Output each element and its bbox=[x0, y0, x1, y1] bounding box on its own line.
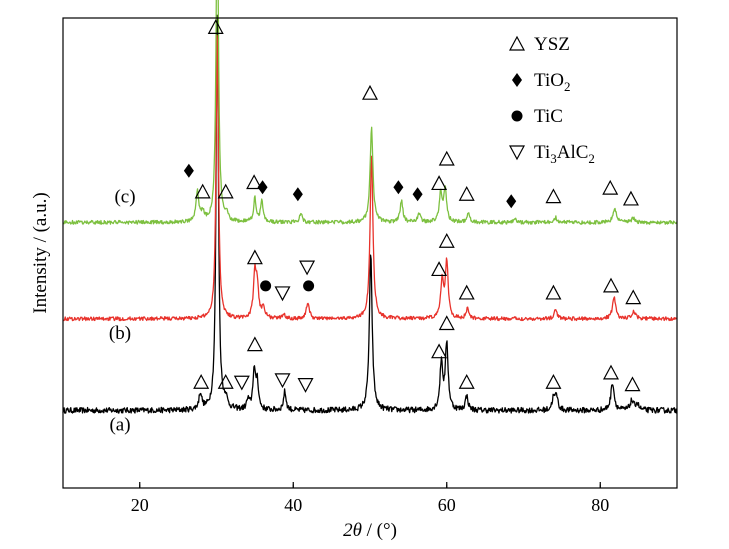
legend-entry: TiC bbox=[511, 106, 563, 127]
legend-ysz-marker bbox=[508, 35, 526, 51]
x-tick-label: 20 bbox=[131, 495, 149, 515]
legend-entry: Ti3AlC2 bbox=[508, 142, 595, 166]
peak-ysz-marker bbox=[545, 284, 562, 300]
peak-ysz-marker bbox=[458, 284, 475, 300]
peak-ysz-marker bbox=[361, 84, 379, 100]
plot-frame bbox=[62, 17, 678, 489]
peak-ti3alc2-marker bbox=[274, 286, 291, 302]
peak-ti3alc2-marker bbox=[299, 260, 316, 276]
legend-label: YSZ bbox=[534, 34, 570, 55]
legend-text: Ti bbox=[534, 142, 550, 163]
x-axis-var: 2θ bbox=[343, 520, 362, 541]
peak-tio2-marker bbox=[183, 163, 194, 178]
peak-tio2-marker bbox=[412, 187, 423, 202]
series-c-label: (c) bbox=[114, 187, 135, 208]
peak-ysz-marker bbox=[602, 277, 619, 293]
x-tick-label: 40 bbox=[284, 495, 302, 515]
peak-ysz-marker bbox=[246, 249, 263, 265]
peak-ysz-marker bbox=[602, 179, 619, 195]
peak-ysz-marker bbox=[458, 185, 475, 201]
legend-tic-marker bbox=[511, 110, 523, 122]
peak-ysz-marker bbox=[194, 183, 211, 199]
series-b-line bbox=[62, 34, 678, 322]
series-c-line bbox=[62, 0, 678, 225]
peak-ysz-marker bbox=[602, 364, 619, 380]
legend-entry: TiO2 bbox=[512, 70, 570, 94]
x-axis-unit: / (°) bbox=[362, 520, 397, 541]
legend-subscript: 2 bbox=[588, 151, 595, 166]
series-a-label: (a) bbox=[109, 415, 130, 436]
peak-ysz-marker bbox=[438, 232, 455, 248]
peak-ti3alc2-marker bbox=[233, 375, 250, 391]
peak-ysz-marker bbox=[545, 188, 562, 204]
legend-text: TiO bbox=[534, 70, 564, 91]
phase-markers bbox=[183, 19, 642, 393]
series-labels: (a) (b) (c) bbox=[109, 187, 136, 436]
legend-label: TiO2 bbox=[534, 70, 570, 94]
peak-ti3alc2-marker bbox=[274, 373, 291, 389]
peak-ysz-marker bbox=[438, 150, 455, 166]
peak-tic-marker bbox=[303, 280, 315, 292]
peak-ysz-marker bbox=[622, 190, 639, 206]
legend-tio2-marker bbox=[512, 73, 522, 87]
legend-label: TiC bbox=[534, 106, 563, 127]
legend-label: Ti3AlC2 bbox=[534, 142, 595, 166]
series-b-label: (b) bbox=[109, 323, 131, 344]
peak-ysz-marker bbox=[438, 315, 455, 331]
peak-ysz-marker bbox=[193, 373, 210, 389]
x-tick-label: 80 bbox=[591, 495, 609, 515]
peak-ysz-marker bbox=[217, 373, 234, 389]
legend-text: AlC bbox=[557, 142, 589, 163]
series-a-line bbox=[62, 14, 678, 414]
x-tick-label: 60 bbox=[438, 495, 456, 515]
peak-ysz-marker bbox=[625, 289, 642, 305]
legend-subscript: 2 bbox=[564, 79, 571, 94]
peak-ysz-marker bbox=[545, 373, 562, 389]
peak-ysz-marker bbox=[431, 261, 448, 277]
peak-ysz-marker bbox=[246, 336, 263, 352]
peak-ysz-marker bbox=[207, 19, 224, 34]
peak-ysz-marker bbox=[431, 343, 448, 359]
peak-ti3alc2-marker bbox=[297, 378, 314, 393]
legend-subscript: 3 bbox=[550, 151, 557, 166]
legend-entry: YSZ bbox=[508, 34, 570, 55]
x-axis: 20 40 60 80 bbox=[131, 482, 609, 515]
x-axis-title: 2θ / (°) bbox=[343, 520, 397, 541]
legend-text: YSZ bbox=[534, 34, 570, 55]
peak-ysz-marker bbox=[458, 373, 475, 389]
peak-ysz-marker bbox=[431, 175, 448, 191]
peak-tio2-marker bbox=[393, 180, 404, 195]
peak-tio2-marker bbox=[292, 187, 303, 202]
peak-tic-marker bbox=[260, 280, 272, 292]
peak-tio2-marker bbox=[506, 194, 517, 209]
legend-text: TiC bbox=[534, 106, 563, 127]
peak-ysz-marker bbox=[624, 376, 641, 392]
legend-ti3alc2-marker bbox=[508, 145, 526, 161]
peak-ysz-marker bbox=[246, 174, 263, 190]
peak-tio2-marker bbox=[257, 180, 268, 195]
series-layer bbox=[62, 0, 678, 414]
y-axis-title: Intensity / (a.u.) bbox=[30, 192, 51, 313]
peak-ysz-marker bbox=[217, 183, 234, 199]
